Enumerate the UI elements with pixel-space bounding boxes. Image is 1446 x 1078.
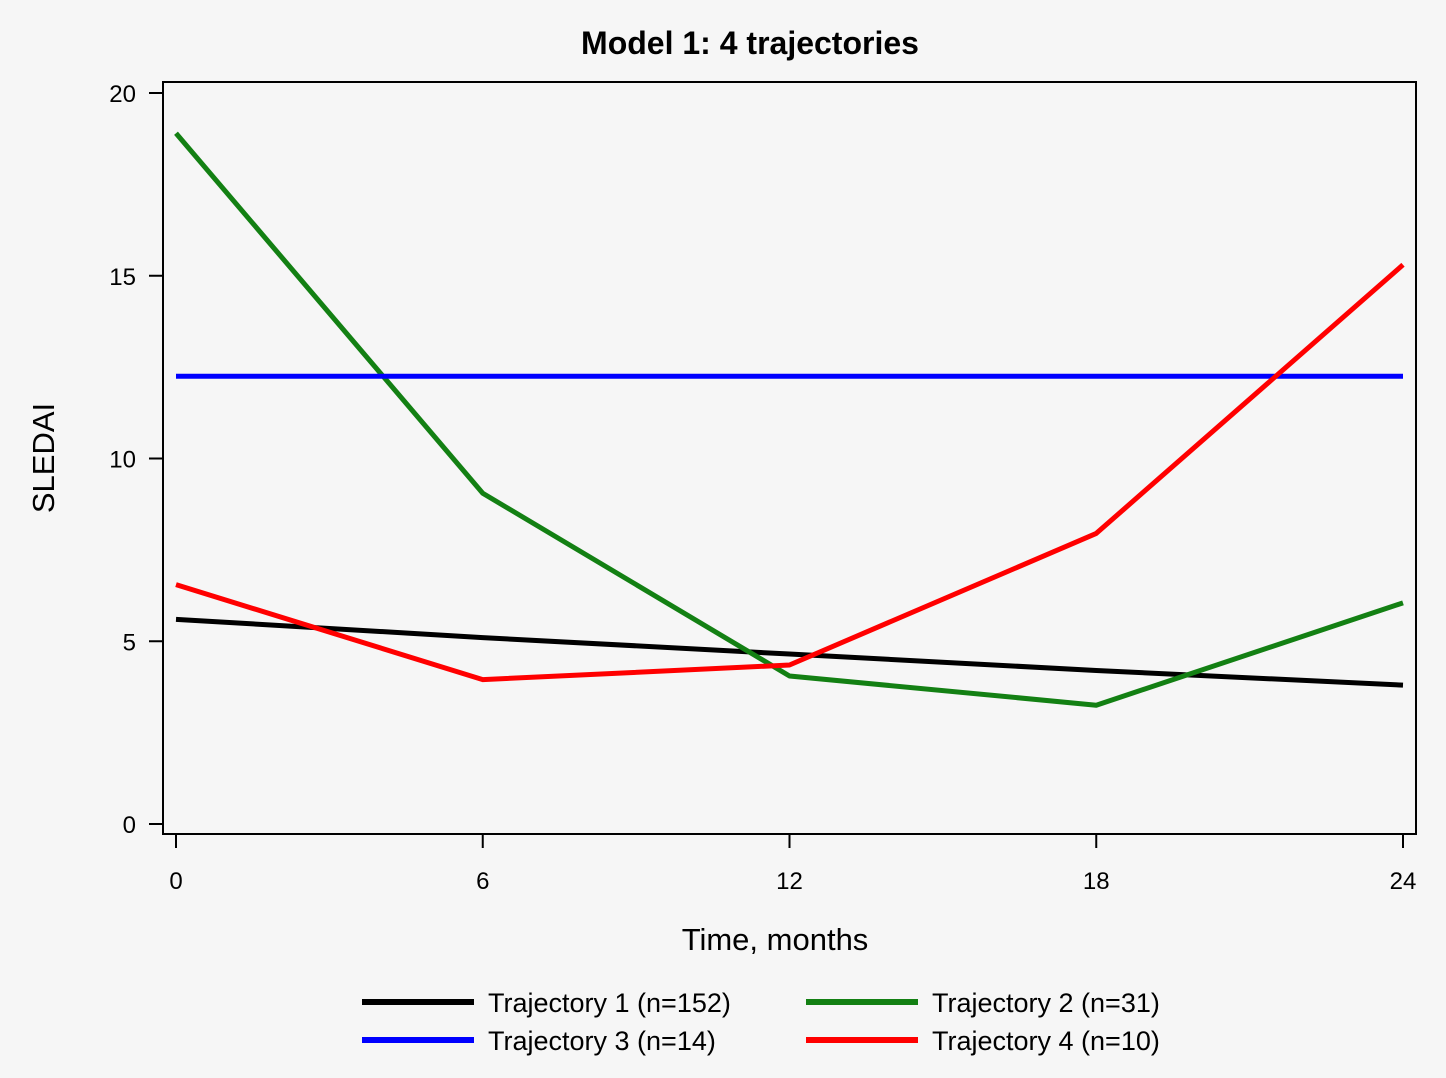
y-tick-label: 0 [123, 812, 136, 839]
legend-label-trajectory-3: Trajectory 3 (n=14) [488, 1026, 716, 1056]
y-tick-label: 10 [109, 447, 136, 474]
chart-title: Model 1: 4 trajectories [581, 25, 919, 61]
series-line-trajectory-1 [175, 616, 1404, 688]
legend: Trajectory 1 (n=152) Trajectory 2 (n=31) T… [362, 988, 1160, 1056]
x-tick-label: 24 [1390, 868, 1417, 895]
x-tick-label: 12 [776, 868, 803, 895]
y-tick-label: 20 [109, 81, 136, 108]
legend-label-trajectory-1: Trajectory 1 (n=152) [488, 988, 731, 1018]
y-axis-title: SLEDAI [26, 403, 61, 513]
series-line-trajectory-2 [174, 131, 1404, 708]
plot-area [162, 81, 1417, 835]
legend-label-trajectory-2: Trajectory 2 (n=31) [932, 988, 1160, 1018]
y-axis: 0 5 10 15 20 [109, 81, 163, 839]
x-tick-label: 6 [476, 868, 489, 895]
x-axis: 0 6 12 18 24 [169, 834, 1416, 895]
y-tick-label: 5 [123, 629, 136, 656]
legend-label-trajectory-4: Trajectory 4 (n=10) [932, 1026, 1160, 1056]
x-axis-title: Time, months [682, 922, 869, 957]
x-tick-label: 18 [1083, 868, 1110, 895]
y-tick-label: 15 [109, 264, 136, 291]
series-group [174, 131, 1405, 708]
series-line-trajectory-4 [175, 262, 1405, 683]
x-tick-label: 0 [169, 868, 182, 895]
